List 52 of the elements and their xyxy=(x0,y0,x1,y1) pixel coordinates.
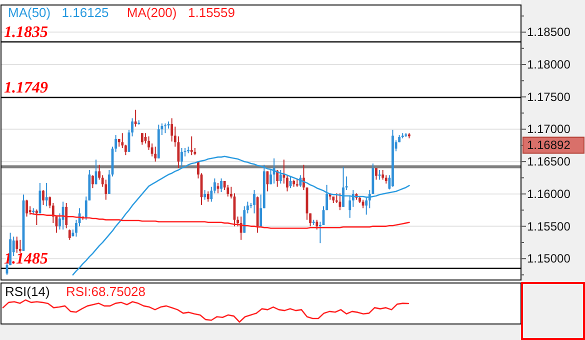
y-tick-label: 1.17000 xyxy=(527,122,571,136)
text: RSI:68.75028 xyxy=(66,284,146,299)
candlestick xyxy=(375,168,378,180)
candlestick xyxy=(140,132,144,146)
candlestick xyxy=(309,212,312,227)
annotation: 1.16125 xyxy=(62,5,109,20)
candlestick xyxy=(134,109,137,128)
candlestick xyxy=(92,174,94,189)
candlestick xyxy=(68,229,71,240)
candlestick xyxy=(45,182,48,207)
candlestick xyxy=(170,118,174,142)
candlestick xyxy=(154,146,157,162)
candlestick xyxy=(240,216,242,240)
text: 1.16892 xyxy=(527,138,571,152)
candlestick xyxy=(104,179,108,200)
candlestick xyxy=(220,178,222,192)
candlestick xyxy=(35,208,38,226)
candlestick xyxy=(316,219,318,230)
candlestick xyxy=(326,184,328,211)
candlestick xyxy=(216,182,220,194)
candlestick xyxy=(18,239,22,254)
ref-line-label: 1.1835 xyxy=(4,24,48,41)
y-tick-label: 1.17500 xyxy=(527,90,571,104)
candlestick xyxy=(318,221,322,244)
candlestick xyxy=(190,136,193,156)
candlestick xyxy=(42,190,44,206)
y-tick-label: 1.15500 xyxy=(527,219,571,234)
y-tick-label: 1.16500 xyxy=(527,154,571,169)
candlestick xyxy=(266,170,269,192)
candlestick xyxy=(243,206,246,234)
candlestick xyxy=(279,170,282,184)
candlestick xyxy=(204,190,206,200)
candlestick xyxy=(253,190,256,214)
candlestick xyxy=(226,184,230,198)
y-tick-label: 1.18000 xyxy=(527,58,571,72)
y-tick-label: 1.15000 xyxy=(527,252,571,266)
chart-title: RSI(14) xyxy=(5,284,50,299)
candlestick xyxy=(206,190,210,202)
candlestick xyxy=(382,170,384,180)
y-tick-label: 1.16000 xyxy=(527,186,571,201)
candlestick xyxy=(26,199,28,218)
candlestick xyxy=(342,166,344,208)
y-tick-label: 1.18500 xyxy=(527,25,571,40)
candlestick xyxy=(131,118,134,137)
text: MA(200) xyxy=(126,5,177,20)
candlestick xyxy=(65,202,68,229)
text: MA(50) xyxy=(8,5,51,20)
ref-line-label: 1.1749 xyxy=(4,80,48,97)
annotation: 1.15559 xyxy=(188,5,235,20)
candlestick xyxy=(378,170,381,180)
candlestick xyxy=(276,170,279,188)
candlestick xyxy=(16,236,18,254)
